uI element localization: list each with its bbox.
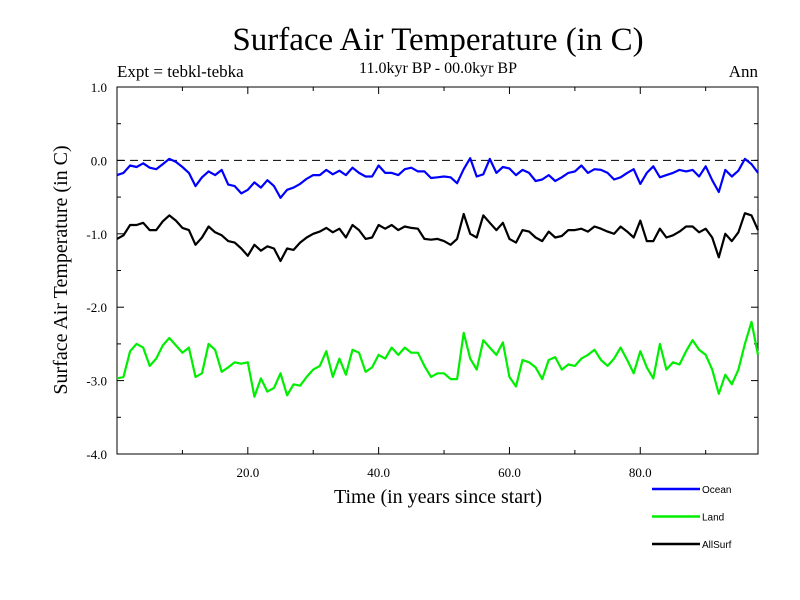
chart-subtitle: 11.0kyr BP - 00.0kyr BP	[359, 60, 517, 77]
y-tick-label: -1.0	[86, 227, 107, 242]
series-line-ocean	[116, 157, 759, 199]
chart-title: Surface Air Temperature (in C)	[232, 22, 643, 58]
legend-label-ocean: Ocean	[702, 485, 731, 496]
plot-frame	[116, 86, 759, 455]
legend: Ocean Land AllSurf	[652, 485, 732, 551]
x-tick-label: 60.0	[498, 465, 521, 480]
legend-label-allsurf: AllSurf	[702, 540, 732, 551]
y-tick-label: -2.0	[86, 300, 107, 315]
series-group	[116, 157, 760, 398]
x-axis: 20.0 40.0 60.0 80.0	[181, 87, 707, 480]
series-line-land	[116, 320, 760, 398]
legend-label-land: Land	[702, 513, 724, 524]
experiment-label: Expt = tebkl-tebka	[117, 62, 244, 81]
series-line-allsurf	[116, 212, 760, 263]
y-tick-label: 1.0	[91, 80, 107, 95]
x-tick-label: 80.0	[629, 465, 652, 480]
y-axis: 1.0 0.0 -1.0 -2.0 -3.0 -4.0	[86, 80, 758, 462]
y-axis-label: Surface Air Temperature (in C)	[50, 145, 72, 394]
x-tick-label: 20.0	[236, 465, 259, 480]
y-tick-label: -3.0	[86, 374, 107, 389]
y-tick-label: -4.0	[86, 447, 107, 462]
x-tick-label: 40.0	[367, 465, 390, 480]
season-label: Ann	[729, 62, 759, 81]
x-axis-label: Time (in years since start)	[334, 486, 542, 508]
y-tick-label: 0.0	[91, 153, 107, 168]
